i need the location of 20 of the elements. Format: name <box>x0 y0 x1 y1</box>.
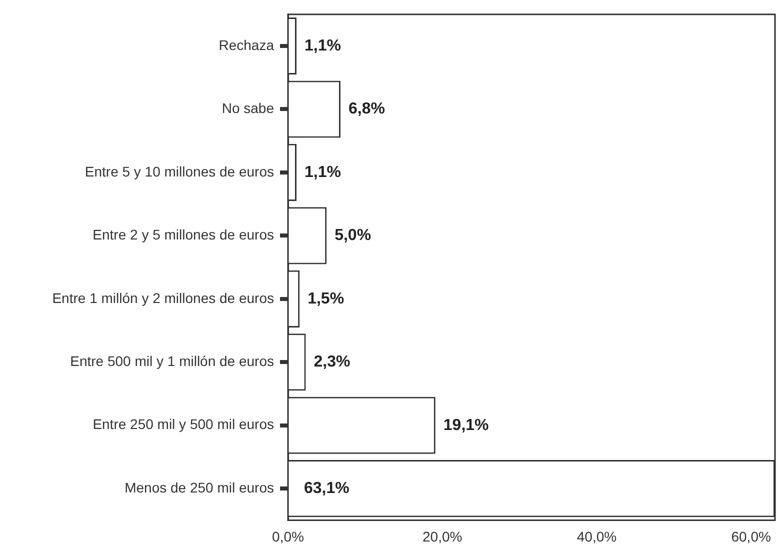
y-tick-label: Rechaza <box>218 36 274 53</box>
y-tick-label: Entre 500 mil y 1 millón de euros <box>70 352 274 369</box>
data-label: 1,5% <box>308 290 344 308</box>
y-tick-label: No sabe <box>222 100 274 116</box>
y-tick-label: Entre 5 y 10 millones de euros <box>84 163 274 180</box>
y-tick-label: Entre 1 millón y 2 millones de euros <box>52 290 274 306</box>
data-label: 63,1% <box>304 480 350 497</box>
x-tick-label: 0,0% <box>272 528 304 544</box>
data-label: 1,1% <box>304 37 341 54</box>
x-tick-label: 40,0% <box>576 528 617 544</box>
data-label: 6,8% <box>348 100 385 118</box>
data-label: 19,1% <box>443 416 489 434</box>
y-tick-label: Menos de 250 mil euros <box>124 479 274 496</box>
data-label: 5,0% <box>334 227 372 244</box>
y-tick-label: Entre 2 y 5 millones de euros <box>92 226 274 243</box>
y-tick-label: Entre 250 mil y 500 mil euros <box>92 416 274 432</box>
x-tick-label: 60,0% <box>731 528 771 544</box>
x-tick-label: 20,0% <box>422 528 462 544</box>
data-label: 1,1% <box>304 164 341 181</box>
data-label: 2,3% <box>314 354 350 371</box>
